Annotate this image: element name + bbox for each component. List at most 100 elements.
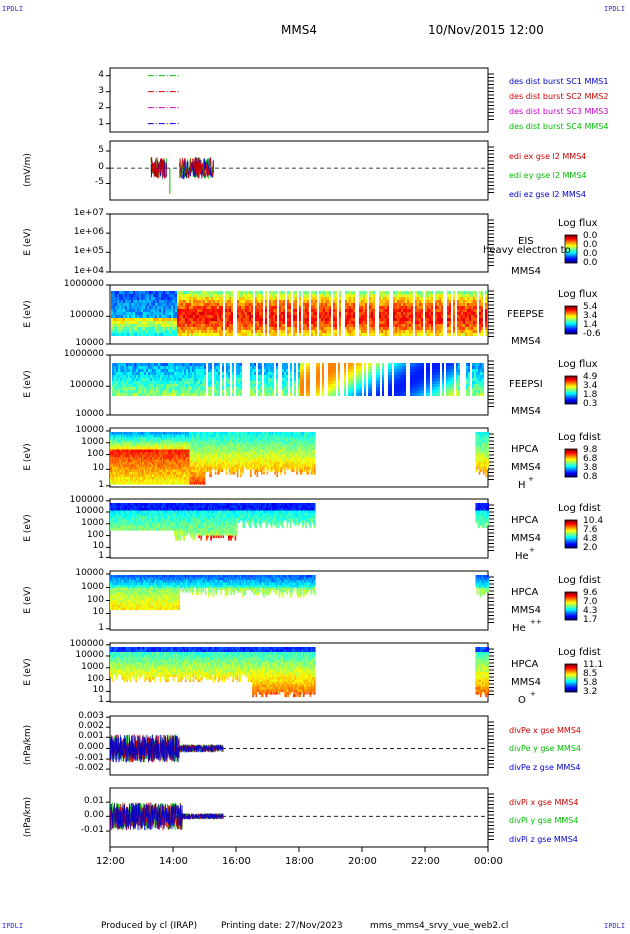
- feepse-pixel: [465, 315, 467, 318]
- feepse-pixel: [465, 294, 467, 297]
- hpca-pixel: [134, 444, 136, 448]
- feepse-pixel: [353, 318, 355, 321]
- feepsi-pixel: [166, 378, 168, 381]
- feepse-pixel: [311, 321, 313, 324]
- feepse-pixel: [327, 333, 329, 336]
- hpca-pixel: [156, 459, 158, 463]
- hpca-pixel: [148, 442, 151, 445]
- feepse-pixel: [119, 324, 121, 327]
- feepse-pixel: [437, 297, 439, 300]
- feepsi-pixel: [158, 366, 160, 369]
- feepse-pixel: [273, 303, 275, 306]
- feepsi-pixel: [388, 381, 390, 384]
- feepse-pixel: [237, 318, 239, 321]
- feepsi-pixel: [316, 378, 318, 381]
- feepse-pixel: [441, 300, 443, 303]
- hpca-pixel: [137, 467, 140, 470]
- feepse-pixel: [465, 330, 467, 333]
- feepse-pixel: [133, 330, 135, 333]
- feepse-pixel: [193, 309, 195, 312]
- feepsi-pixel: [388, 384, 390, 387]
- feepsi-pixel: [214, 372, 216, 375]
- feepse-pixel: [269, 297, 271, 300]
- feepsi-pixel: [146, 393, 148, 396]
- feepsi-pixel: [438, 378, 440, 381]
- feepse-pixel: [371, 330, 373, 333]
- feepse-pixel: [231, 306, 233, 309]
- feepse-pixel: [161, 324, 163, 327]
- feepse-pixel: [199, 324, 201, 327]
- feepse-pixel: [139, 330, 141, 333]
- feepsi-pixel: [294, 372, 296, 375]
- hpca-pixel: [116, 442, 119, 445]
- feepsi-pixel: [358, 363, 360, 366]
- feepse-pixel: [153, 306, 155, 309]
- feepse-pixel: [395, 312, 397, 315]
- feepse-pixel: [479, 291, 481, 294]
- feepse-pixel: [299, 330, 301, 333]
- feepsi-pixel: [252, 393, 254, 396]
- feepse-pixel: [245, 324, 247, 327]
- feepsi-pixel: [132, 387, 134, 390]
- feepsi-pixel: [186, 393, 188, 396]
- feepsi-pixel: [164, 366, 166, 369]
- feepse-pixel: [313, 303, 315, 306]
- hpca-pixel: [133, 454, 135, 458]
- feepse-pixel: [439, 300, 441, 303]
- feepse-pixel: [295, 330, 297, 333]
- feepse-pixel: [313, 309, 315, 312]
- feepsi-pixel: [192, 384, 194, 387]
- feepse-pixel: [123, 324, 125, 327]
- feepse-pixel: [137, 324, 139, 327]
- feepsi-pixel: [112, 366, 114, 369]
- feepsi-pixel: [152, 369, 154, 372]
- feepsi-pixel: [422, 378, 424, 381]
- hpca-pixel: [143, 459, 145, 463]
- feepsi-pixel: [146, 372, 148, 375]
- feepsi-pixel: [176, 384, 178, 387]
- feepsi-pixel: [154, 393, 156, 396]
- hpca-pixel: [149, 437, 152, 440]
- feepsi-pixel: [170, 387, 172, 390]
- feepse-pixel: [345, 333, 347, 336]
- feepse-pixel: [217, 309, 219, 312]
- feepse-pixel: [219, 303, 221, 306]
- feepse-pixel: [365, 309, 367, 312]
- feepse-pixel: [133, 300, 135, 303]
- hpca-pixel: [132, 449, 134, 453]
- feepse-pixel: [275, 321, 277, 324]
- feepsi-pixel: [298, 366, 300, 369]
- feepsi-pixel: [194, 378, 196, 381]
- feepse-pixel: [197, 300, 199, 303]
- feepsi-pixel: [388, 387, 390, 390]
- feepse-pixel: [383, 318, 385, 321]
- hpca-pixel: [142, 439, 144, 443]
- feepse-pixel: [427, 312, 429, 315]
- feepsi-pixel: [266, 369, 268, 372]
- feepse-pixel: [141, 327, 143, 330]
- feepse-pixel: [127, 330, 129, 333]
- feepse-pixel: [373, 300, 375, 303]
- feepse-pixel: [387, 327, 389, 330]
- feepse-pixel: [111, 315, 113, 318]
- feepse-pixel: [165, 294, 167, 297]
- feepsi-pixel: [240, 381, 242, 384]
- feepse-pixel: [473, 303, 475, 306]
- feepse-pixel: [193, 297, 195, 300]
- feepse-pixel: [179, 318, 181, 321]
- feepsi-pixel: [434, 369, 436, 372]
- feepsi-pixel: [402, 363, 404, 366]
- feepsi-pixel: [120, 363, 122, 366]
- feepsi-pixel: [184, 387, 186, 390]
- hpca-pixel: [113, 454, 115, 458]
- hpca-pixel: [133, 452, 135, 455]
- feepse-pixel: [173, 327, 175, 330]
- feepsi-pixel: [466, 372, 468, 375]
- feepse-pixel: [173, 300, 175, 303]
- feepse-pixel: [349, 291, 351, 294]
- feepse-pixel: [157, 327, 159, 330]
- hpca-pixel: [129, 474, 132, 478]
- feepse-pixel: [283, 312, 285, 315]
- feepsi-pixel: [270, 381, 272, 384]
- feepsi-pixel: [418, 378, 420, 381]
